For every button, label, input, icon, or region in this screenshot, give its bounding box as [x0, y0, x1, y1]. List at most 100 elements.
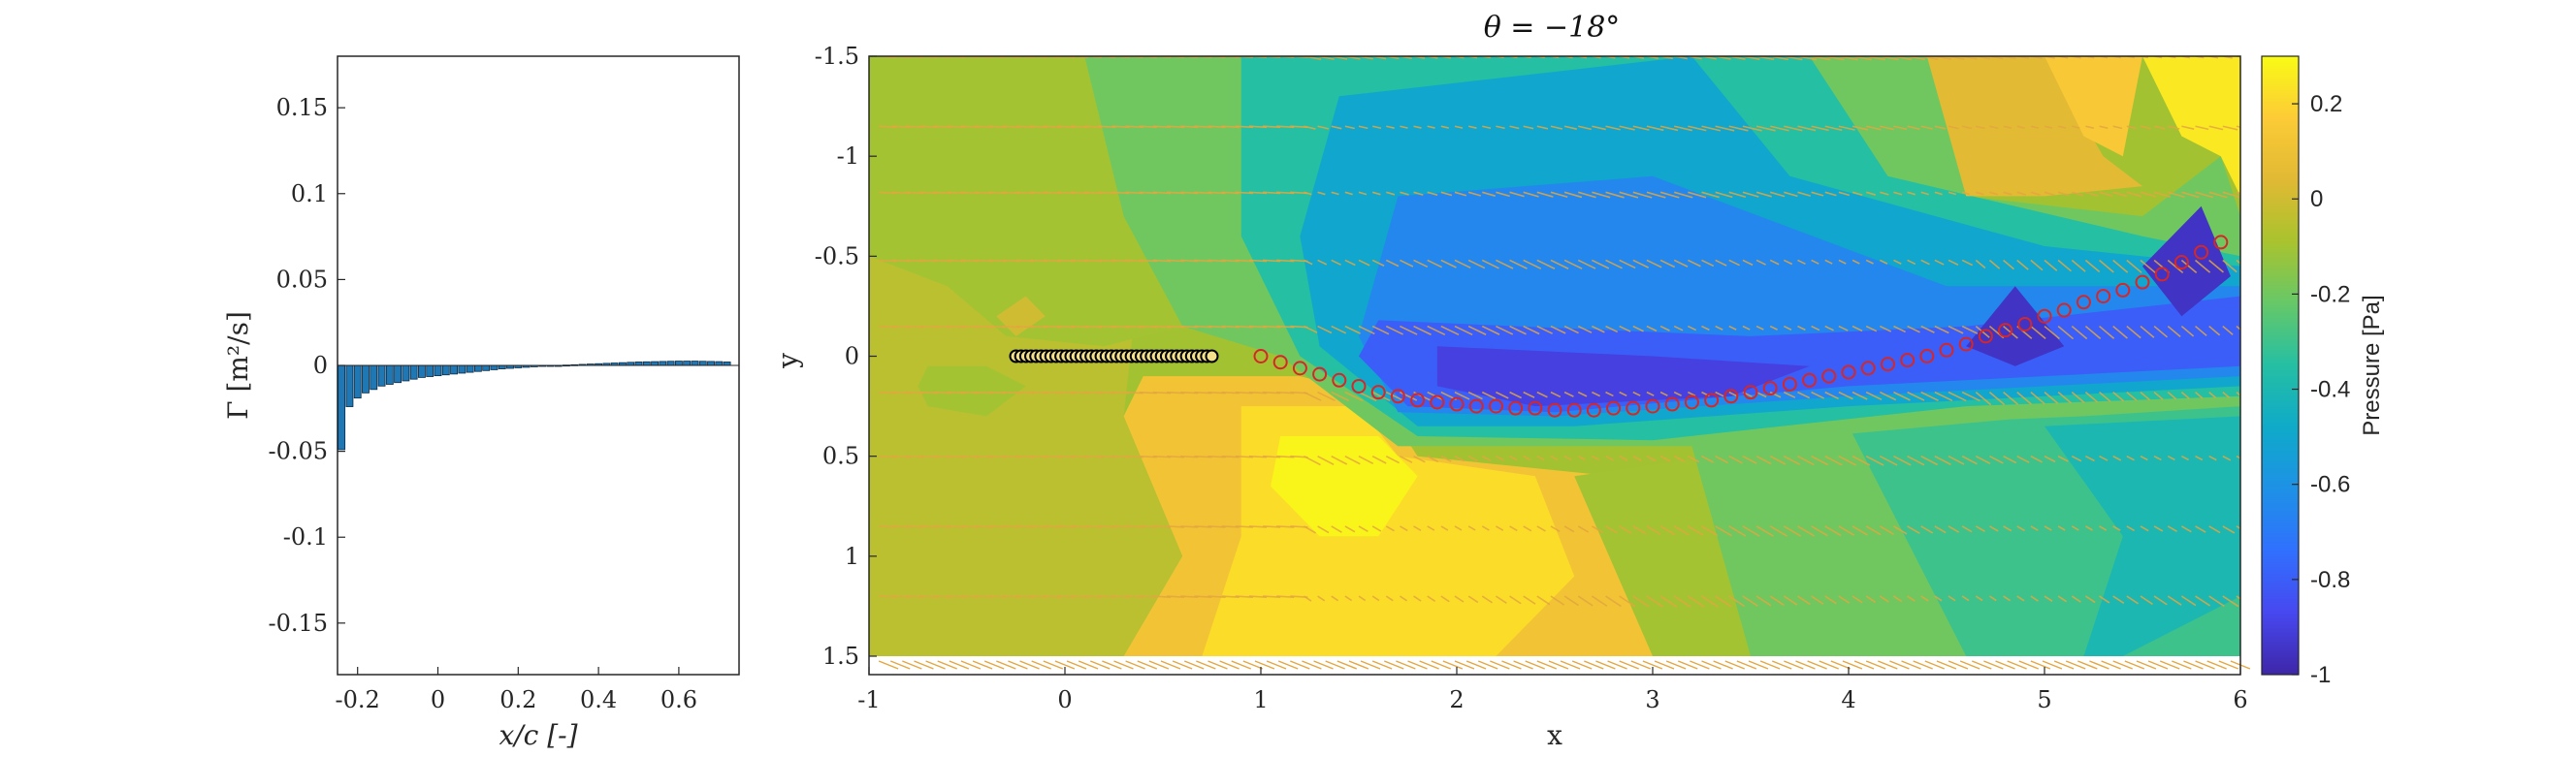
- strip-velocity-arrow: [1066, 660, 1087, 670]
- velocity-arrow: [2016, 392, 2032, 405]
- velocity-arrow: [988, 191, 1007, 195]
- velocity-arrow: [1755, 595, 1772, 607]
- velocity-arrow: [2126, 191, 2142, 198]
- velocity-arrow: [1769, 525, 1788, 537]
- velocity-arrow: [2222, 525, 2236, 534]
- velocity-arrow: [1071, 191, 1089, 195]
- velocity-arrow: [1715, 595, 1732, 608]
- velocity-arrow: [1893, 455, 1912, 466]
- strip-velocity-arrow: [1995, 660, 2015, 670]
- velocity-arrow: [2057, 125, 2067, 129]
- strip-velocity-arrow: [925, 660, 946, 670]
- velocity-arrow: [1440, 525, 1449, 531]
- velocity-arrow: [1865, 125, 1882, 131]
- strip-velocity-arrow: [1972, 660, 1992, 670]
- velocity-arrow: [1015, 595, 1034, 598]
- field-x-tick-label: 2: [1449, 686, 1464, 713]
- strip-velocity-arrow: [1713, 660, 1733, 670]
- velocity-arrow: [1536, 595, 1551, 606]
- velocity-arrow: [919, 325, 938, 329]
- velocity-arrow: [1235, 525, 1253, 528]
- velocity-arrow: [2112, 455, 2122, 461]
- velocity-arrow: [1111, 125, 1130, 129]
- strip-velocity-arrow: [1678, 660, 1698, 670]
- circulation-bar: [707, 361, 715, 366]
- velocity-arrow: [933, 391, 951, 394]
- velocity-arrow: [1139, 125, 1157, 129]
- velocity-arrow: [1152, 325, 1172, 329]
- velocity-arrow: [1783, 455, 1801, 465]
- velocity-arrow: [2126, 392, 2138, 401]
- velocity-arrow: [2180, 525, 2192, 533]
- velocity-arrow: [1427, 525, 1435, 531]
- velocity-arrow: [1989, 525, 1999, 532]
- strip-velocity-arrow: [1008, 660, 1028, 670]
- velocity-arrow: [2195, 191, 2214, 199]
- strip-velocity-arrow: [2183, 660, 2204, 670]
- strip-velocity-arrow: [1125, 660, 1145, 670]
- velocity-arrow: [1248, 525, 1268, 528]
- velocity-arrow: [1715, 325, 1723, 331]
- velocity-arrow: [2003, 455, 2017, 464]
- velocity-arrow: [1331, 325, 1347, 334]
- velocity-arrow: [1715, 391, 1724, 397]
- velocity-arrow: [1015, 259, 1034, 263]
- wake-vortex-marker: [1723, 389, 1739, 404]
- velocity-arrow: [2071, 455, 2082, 462]
- velocity-arrow: [1523, 391, 1535, 398]
- circulation-bar: [498, 364, 506, 369]
- velocity-arrow: [2030, 259, 2044, 271]
- velocity-arrow: [1934, 125, 1947, 130]
- pressure-contour-region: [1436, 346, 1810, 407]
- velocity-arrow: [1769, 391, 1782, 398]
- velocity-arrow: [1688, 191, 1707, 199]
- velocity-arrow: [1893, 525, 1908, 535]
- bar-chart-x-tick-label: 0.6: [660, 686, 697, 713]
- velocity-arrow: [1728, 191, 1747, 198]
- velocity-arrow: [2140, 595, 2153, 605]
- velocity-arrow: [947, 125, 965, 129]
- velocity-arrow: [1262, 525, 1281, 528]
- velocity-arrow: [933, 325, 951, 329]
- velocity-arrow: [879, 525, 897, 528]
- velocity-arrow: [2195, 455, 2204, 461]
- velocity-arrow: [1646, 455, 1657, 462]
- velocity-arrow: [1056, 191, 1076, 195]
- velocity-arrow: [1838, 325, 1849, 331]
- velocity-arrow: [1523, 525, 1532, 532]
- velocity-arrow: [1111, 325, 1130, 329]
- strip-velocity-arrow: [2112, 660, 2133, 670]
- velocity-arrow: [1056, 259, 1076, 263]
- bar-chart-y-tick-label: 0.15: [276, 94, 328, 121]
- velocity-arrow: [1619, 595, 1636, 608]
- velocity-arrow: [1166, 325, 1185, 329]
- velocity-arrow: [988, 125, 1007, 129]
- velocity-arrow: [1659, 455, 1671, 462]
- velocity-arrow: [1344, 191, 1353, 196]
- field-x-label: x: [1547, 719, 1562, 751]
- strip-velocity-arrow: [1501, 660, 1522, 670]
- wake-vortex-markers: [1253, 235, 2229, 418]
- velocity-arrow: [1111, 595, 1130, 598]
- velocity-arrow: [1659, 259, 1676, 268]
- velocity-arrow: [988, 595, 1007, 598]
- velocity-arrow: [1893, 391, 1911, 401]
- velocity-arrow: [1550, 125, 1563, 130]
- velocity-arrow: [1139, 595, 1157, 598]
- velocity-arrow: [1893, 259, 1902, 265]
- velocity-arrow: [1646, 525, 1661, 535]
- velocity-arrow: [1029, 525, 1047, 528]
- wake-vortex-marker: [1253, 349, 1269, 363]
- velocity-arrow: [919, 525, 938, 528]
- velocity-arrow: [1880, 125, 1894, 131]
- velocity-arrow: [933, 259, 951, 263]
- velocity-arrow: [1358, 525, 1368, 533]
- velocity-arrow: [2222, 455, 2232, 461]
- colorbar-tick-label: -0.8: [2310, 567, 2350, 593]
- velocity-arrow: [892, 391, 911, 394]
- velocity-arrow: [2167, 455, 2175, 461]
- velocity-arrow: [1687, 595, 1705, 608]
- wake-vortex-marker: [2135, 274, 2150, 290]
- velocity-arrow: [2030, 392, 2045, 405]
- strip-velocity-arrow: [1865, 660, 1886, 670]
